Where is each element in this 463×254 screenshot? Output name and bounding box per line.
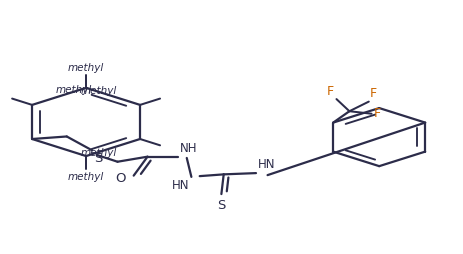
Text: HN: HN bbox=[258, 157, 275, 171]
Text: O: O bbox=[115, 172, 125, 185]
Text: F: F bbox=[370, 87, 377, 100]
Text: NH: NH bbox=[179, 142, 197, 155]
Text: methyl: methyl bbox=[81, 86, 117, 96]
Text: methyl: methyl bbox=[81, 148, 117, 158]
Text: F: F bbox=[374, 107, 381, 120]
Text: S: S bbox=[94, 152, 102, 165]
Text: S: S bbox=[217, 199, 225, 212]
Text: methyl: methyl bbox=[55, 85, 92, 95]
Text: methyl: methyl bbox=[68, 172, 104, 182]
Text: methyl: methyl bbox=[68, 63, 104, 73]
Text: F: F bbox=[327, 85, 334, 98]
Text: HN: HN bbox=[172, 179, 189, 192]
